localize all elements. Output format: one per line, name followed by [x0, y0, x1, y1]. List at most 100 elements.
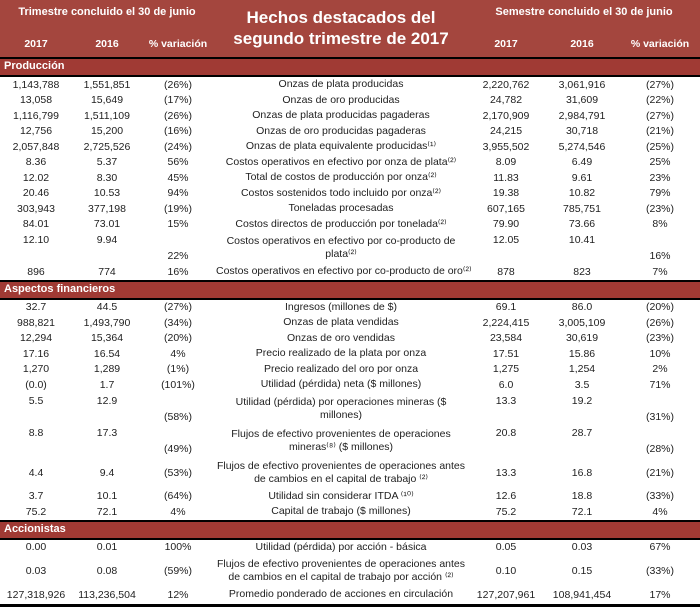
- quarter-2017-value: 3.7: [28, 490, 44, 503]
- quarter-variation-value: 4%: [170, 347, 186, 360]
- quarter-2017-value: 12,756: [19, 125, 53, 138]
- semester-variation-value: (26%): [645, 316, 674, 329]
- row-description: Capital de trabajo ($ millones): [271, 505, 411, 518]
- semester-2016-value: 19.2: [571, 394, 593, 407]
- semester-2017-value: 0.10: [495, 565, 517, 577]
- row-description: Onzas de plata equivalente producidas⁽¹⁾: [245, 140, 437, 153]
- row-description: Promedio ponderado de acciones en circul…: [228, 588, 454, 601]
- quarter-2017-value: 5.5: [28, 394, 44, 407]
- table-row: 2,057,848 2,725,526 (24%) Onzas de plata eq…: [0, 139, 700, 155]
- quarter-variation-value: (19%): [163, 202, 192, 215]
- semester-2016-value: 0.15: [571, 565, 593, 577]
- row-description: Total de costos de producción por onza⁽²…: [245, 171, 437, 184]
- semester-2016-value: 72.1: [571, 505, 593, 518]
- quarter-2016-value: 0.08: [96, 565, 118, 577]
- quarter-variation-value: 16%: [167, 265, 189, 278]
- quarter-2016-value: 377,198: [88, 202, 126, 215]
- quarter-2016-value: 15,649: [90, 94, 124, 107]
- table-row: 1,143,788 1,551,851 (26%) Onzas de plata pr…: [0, 77, 700, 93]
- row-description: Costos operativos en efectivo por co-pro…: [216, 265, 472, 278]
- row-description: Costos operativos en efectivo por co-pro…: [226, 235, 456, 260]
- table-row: 12.02 8.30 45% Total de costos de producció…: [0, 170, 700, 186]
- quarter-variation-value: (27%): [163, 301, 192, 314]
- quarter-variation-value: (24%): [163, 140, 192, 153]
- table-row: 1,116,799 1,511,109 (26%) Onzas de plata pr…: [0, 108, 700, 124]
- semester-group-title: Semestre concluido el 30 de junio: [495, 6, 673, 18]
- row-description: Utilidad (pérdida) por operaciones miner…: [235, 395, 447, 421]
- semester-variation-value: (28%): [645, 442, 674, 455]
- quarter-2016-value: 17.3: [96, 426, 118, 439]
- semester-2016-value: 1,254: [568, 363, 596, 376]
- semester-2016-value: 108,941,454: [552, 588, 612, 601]
- semester-2017-value: 23,584: [489, 332, 523, 345]
- quarter-2016-value: 16.54: [93, 347, 121, 360]
- semester-variation-value: (21%): [645, 466, 674, 479]
- semester-2016-value: 0.03: [571, 541, 593, 554]
- semester-variation-value: 17%: [649, 588, 671, 601]
- semester-2017-value: 20.8: [495, 426, 517, 439]
- semester-2017-value: 75.2: [495, 505, 517, 518]
- table-row: 3.7 10.1 (64%) Utilidad sin considerar ITDA…: [0, 489, 700, 505]
- table-row: 8.8 17.3 (49%) Flujos de efectivo provenien…: [0, 425, 700, 457]
- quarter-2017-label: 2017: [24, 38, 48, 50]
- row-description: Utilidad sin considerar ITDA ⁽¹⁰⁾: [268, 489, 414, 502]
- semester-2016-value: 73.66: [568, 218, 596, 231]
- quarter-2017-value: 8.8: [28, 426, 44, 439]
- quarter-variation-value: (64%): [163, 490, 192, 503]
- quarter-2016-value: 10.53: [93, 187, 121, 200]
- quarter-2016-value: 15,200: [90, 125, 124, 138]
- quarter-2017-value: 12.10: [22, 234, 50, 246]
- semester-2017-value: 2,220,762: [482, 78, 530, 91]
- semester-variation-value: (27%): [645, 78, 674, 91]
- semester-2016-value: 9.61: [571, 171, 593, 184]
- semester-column-labels: 2017 2016 % variación: [468, 38, 700, 50]
- table-header: Trimestre concluido el 30 de junio 2017 …: [0, 0, 700, 57]
- quarter-variation-value: (1%): [166, 363, 190, 376]
- quarter-variation-value: 45%: [167, 171, 189, 184]
- semester-2017-value: 13.3: [495, 466, 517, 479]
- quarter-variation-value: 22%: [167, 250, 189, 262]
- semester-2016-value: 86.0: [571, 301, 593, 314]
- row-description: Flujos de efectivo provenientes de opera…: [216, 558, 466, 583]
- row-description: Toneladas procesadas: [288, 202, 394, 215]
- quarter-2016-value: 8.30: [96, 171, 118, 184]
- quarter-variation-value: 12%: [167, 588, 189, 601]
- row-description: Precio realizado de la plata por onza: [255, 347, 427, 360]
- quarter-2016-value: 12.9: [96, 394, 118, 407]
- quarter-variation-value: 100%: [164, 541, 192, 554]
- quarter-variation-value: (26%): [163, 109, 192, 122]
- semester-2017-value: 11.83: [493, 171, 519, 184]
- semester-variation-label: % variación: [630, 38, 690, 50]
- table-row: 1,270 1,289 (1%) Precio realizado del oro p…: [0, 362, 700, 378]
- semester-variation-value: 25%: [649, 156, 671, 169]
- quarter-variation-value: 15%: [167, 218, 189, 231]
- quarter-2016-value: 113,236,504: [78, 588, 136, 601]
- semester-2016-value: 6.49: [571, 156, 593, 169]
- semester-2017-value: 12.6: [495, 490, 517, 503]
- row-description: Costos directos de producción por tonela…: [235, 217, 447, 230]
- quarter-2017-value: 1,270: [22, 363, 50, 376]
- table-row: 12,756 15,200 (16%) Onzas de oro producidas…: [0, 124, 700, 140]
- table-row: 13,058 15,649 (17%) Onzas de oro producidas…: [0, 93, 700, 109]
- quarter-2017-value: 20.46: [22, 187, 50, 200]
- table-row: 896 774 16% Costos operativos en efectivo p…: [0, 264, 700, 280]
- semester-2016-value: 3,005,109: [558, 316, 606, 329]
- semester-2017-value: 607,165: [487, 202, 525, 215]
- table-row: 988,821 1,493,790 (34%) Onzas de plata vend…: [0, 315, 700, 331]
- semester-2017-value: 24,782: [489, 94, 523, 107]
- semester-2016-value: 16.8: [571, 466, 593, 479]
- row-description: Onzas de oro vendidas: [287, 331, 395, 344]
- semester-2017-value: 24,215: [489, 125, 523, 138]
- semester-variation-value: (20%): [645, 301, 674, 314]
- semester-2016-value: 5,274,546: [558, 140, 606, 153]
- quarter-variation-value: (49%): [163, 442, 192, 455]
- quarter-2016-value: 1,289: [93, 363, 121, 376]
- semester-2016-value: 2,984,791: [558, 109, 606, 122]
- quarter-2017-value: 303,943: [17, 202, 55, 215]
- semester-variation-value: (22%): [645, 94, 674, 107]
- quarter-variation-value: (16%): [163, 125, 192, 138]
- table-row: 32.7 44.5 (27%) Ingresos (millones de $) 69.…: [0, 300, 700, 316]
- semester-2016-value: 18.8: [571, 490, 593, 503]
- quarter-variation-value: (101%): [161, 378, 195, 391]
- quarter-2017-value: 75.2: [25, 505, 47, 518]
